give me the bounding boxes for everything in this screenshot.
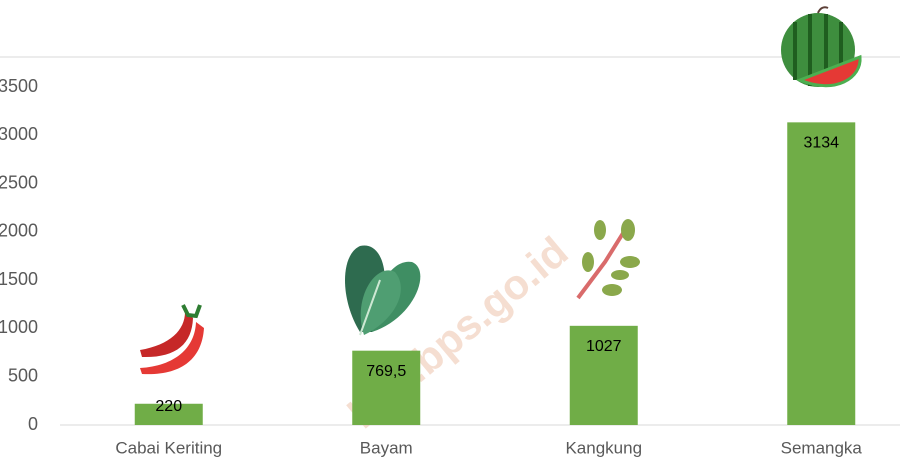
bar xyxy=(134,403,203,425)
x-tick-label: Cabai Keriting xyxy=(115,438,222,457)
bar xyxy=(787,122,856,425)
x-tick-label: Bayam xyxy=(360,438,413,457)
y-tick-label: 0 xyxy=(28,414,38,434)
y-tick-label: 500 xyxy=(8,365,38,385)
y-tick-label: 1000 xyxy=(0,317,38,337)
y-tick-label: 3000 xyxy=(0,124,38,144)
chili-icon xyxy=(140,304,204,375)
y-tick-label: 2500 xyxy=(0,172,38,192)
x-tick-label: Kangkung xyxy=(565,438,642,457)
bar xyxy=(352,350,421,425)
value-label: 769,5 xyxy=(366,363,406,380)
spinach-icon xyxy=(345,245,421,336)
watermelon-icon xyxy=(781,6,862,88)
bar xyxy=(569,325,638,425)
y-tick-label: 2000 xyxy=(0,221,38,241)
value-label: 1027 xyxy=(586,338,622,355)
y-tick-label: 1500 xyxy=(0,269,38,289)
y-tick-label: 3500 xyxy=(0,76,38,96)
kangkung-icon xyxy=(576,219,640,300)
x-tick-label: Semangka xyxy=(781,438,863,457)
value-label: 220 xyxy=(155,398,182,415)
value-label: 3134 xyxy=(803,135,839,152)
